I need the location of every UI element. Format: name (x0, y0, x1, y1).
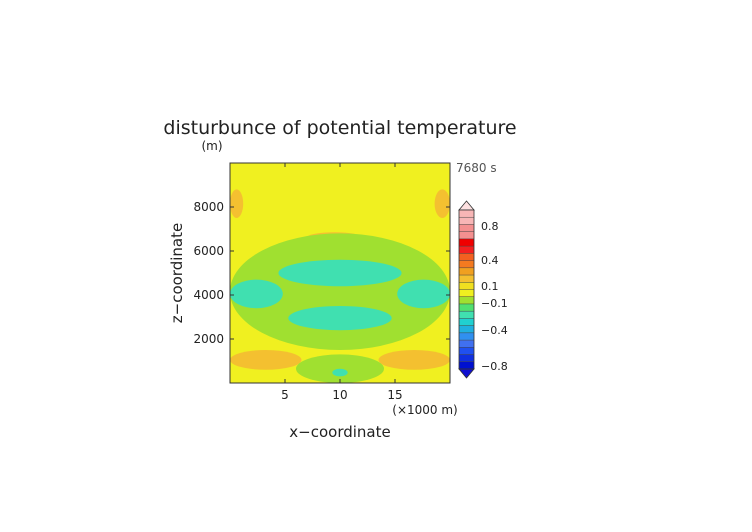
contour-region-10 (397, 279, 450, 309)
contour-region-9 (230, 279, 283, 309)
y-unit-label: (m) (201, 139, 222, 153)
contour-region-8 (278, 259, 402, 287)
colorbar-label: 0.4 (481, 254, 499, 267)
colorbar-band (459, 303, 474, 312)
contour-region-1 (230, 189, 244, 218)
colorbar-bottom-arrow (458, 368, 475, 379)
colorbar-band (459, 260, 474, 269)
y-tick-label: 4000 (193, 288, 224, 302)
x-tick-label: 5 (281, 388, 289, 402)
contour-region-6 (230, 233, 450, 350)
colorbar-labels: 0.8 0.4 0.1 −0.1 −0.4 −0.8 (481, 220, 508, 373)
colorbar-band (459, 210, 474, 218)
colorbar-band (459, 296, 474, 305)
y-tick-label: 6000 (193, 244, 224, 258)
x-tick-label: 10 (332, 388, 347, 402)
colorbar-band (459, 340, 474, 348)
colorbar (458, 200, 475, 379)
colorbar-label: 0.8 (481, 220, 499, 233)
colorbar-band (459, 238, 474, 247)
colorbar-band (459, 347, 474, 355)
colorbar-frame (458, 209, 475, 370)
contour-region-5 (378, 350, 450, 370)
colorbar-band (459, 332, 474, 341)
y-tick-label: 2000 (193, 332, 224, 346)
colorbar-band (459, 282, 474, 290)
colorbar-band (459, 354, 474, 363)
y-axis: 2000 4000 6000 8000 (193, 200, 450, 346)
time-label: 7680 s (456, 161, 497, 175)
colorbar-band (459, 289, 474, 298)
y-tick-label: 8000 (193, 200, 224, 214)
y-axis-label: z−coordinate (168, 223, 186, 323)
colorbar-band (459, 318, 474, 326)
colorbar-band (459, 231, 474, 240)
plot-area (230, 163, 450, 383)
colorbar-band (459, 253, 474, 261)
colorbar-band (459, 275, 474, 283)
colorbar-band (459, 361, 474, 370)
x-unit-label: (×1000 m) (392, 403, 457, 417)
contour-region-4 (230, 350, 302, 370)
colorbar-label: −0.4 (481, 324, 508, 337)
contour-region-2 (434, 189, 450, 218)
colorbar-band (459, 246, 474, 254)
x-axis-label: x−coordinate (289, 423, 390, 441)
chart-title: disturbunce of potential temperature (163, 117, 516, 139)
x-tick-label: 15 (387, 388, 402, 402)
x-axis: 5 10 15 (281, 163, 403, 402)
colorbar-label: −0.8 (481, 360, 508, 373)
colorbar-top-arrow (458, 200, 475, 211)
colorbar-label: 0.1 (481, 280, 499, 293)
contour-region-12 (332, 368, 348, 377)
colorbar-band (459, 217, 474, 225)
colorbar-label: −0.1 (481, 297, 508, 310)
colorbar-band (459, 224, 474, 232)
contour-region-11 (288, 306, 392, 331)
colorbar-band (459, 267, 474, 276)
colorbar-band (459, 311, 474, 319)
colorbar-band (459, 325, 474, 334)
